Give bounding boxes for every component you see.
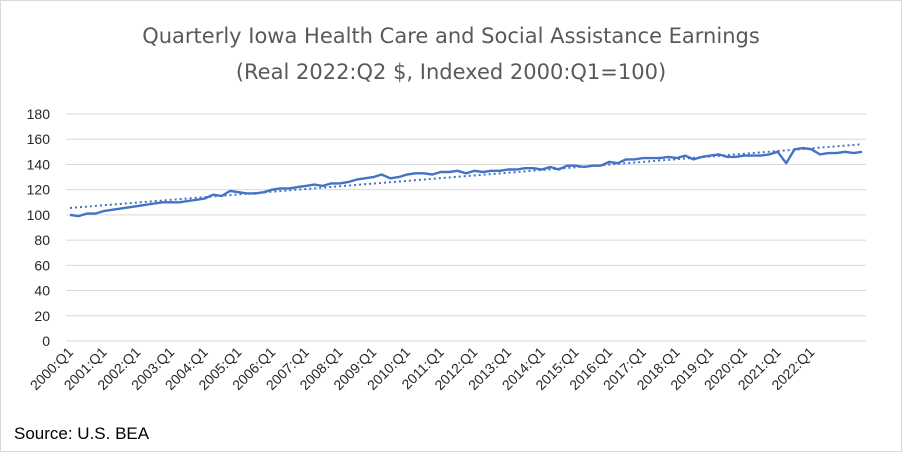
y-tick-label: 80 xyxy=(34,232,50,248)
chart-subtitle: (Real 2022:Q2 $, Indexed 2000:Q1=100) xyxy=(235,60,667,84)
y-axis-ticks: 0 20 40 60 80 100 120 140 160 180 xyxy=(27,106,51,349)
y-tick-label: 40 xyxy=(34,283,50,299)
gridlines xyxy=(66,113,866,342)
y-tick-label: 0 xyxy=(42,333,50,349)
y-tick-label: 120 xyxy=(27,182,51,198)
y-tick-label: 160 xyxy=(27,131,51,147)
y-tick-label: 20 xyxy=(34,308,50,324)
y-tick-label: 180 xyxy=(27,106,51,122)
y-tick-label: 100 xyxy=(27,207,51,223)
source-note: Source: U.S. BEA xyxy=(14,424,150,443)
series-group xyxy=(69,143,863,218)
y-tick-label: 140 xyxy=(27,156,51,172)
series-line xyxy=(69,146,863,218)
trendline xyxy=(69,143,863,209)
y-tick-label: 60 xyxy=(34,257,50,273)
x-axis-ticks: 2000:Q12001:Q12002:Q12003:Q12004:Q12005:… xyxy=(27,344,818,393)
chart-title: Quarterly Iowa Health Care and Social As… xyxy=(142,24,760,48)
